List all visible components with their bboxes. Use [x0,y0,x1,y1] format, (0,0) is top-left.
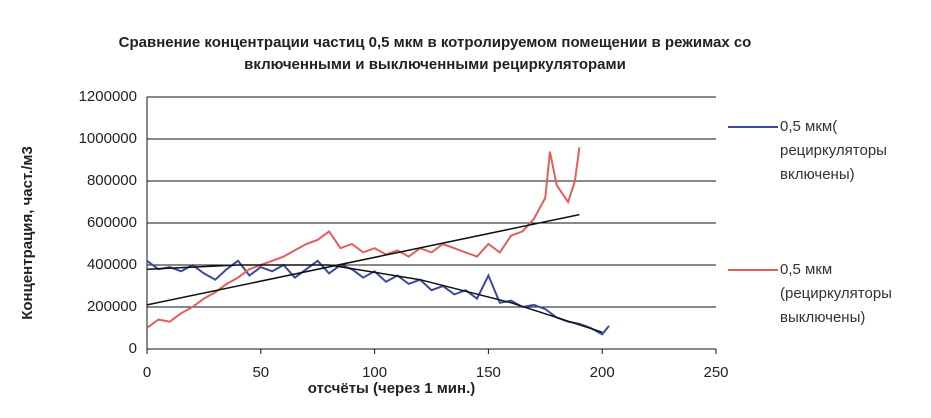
y-tick-label: 800000 [87,172,137,189]
x-tick-label: 0 [143,364,151,381]
y-tick-label: 1200000 [79,88,137,105]
chart-title: Сравнение концентрации частиц 0,5 мкм в … [118,34,752,73]
y-tick-label: 1000000 [79,130,137,147]
y-tick-label: 200000 [87,298,137,315]
x-tick-label: 100 [362,364,387,381]
x-tick-label: 250 [703,364,728,381]
y-tick-label: 400000 [87,256,137,273]
x-tick-label: 50 [252,364,269,381]
trendline [146,213,580,306]
legend-label: 0,5 мкм( рециркуляторы включены) [780,118,887,183]
series-line [146,259,610,336]
y-tick-label: 0 [129,340,137,357]
y-axis-title: Концентрация, част./м3 [19,146,36,320]
legend-label: 0,5 мкм (рециркуляторы выключены) [780,261,892,326]
x-tick-label: 200 [590,364,615,381]
x-axis-title: отсчёты (через 1 мин.) [308,380,476,397]
y-tick-label: 600000 [87,214,137,231]
x-tick-label: 150 [476,364,501,381]
trendline [146,264,603,333]
series-line [146,147,581,329]
